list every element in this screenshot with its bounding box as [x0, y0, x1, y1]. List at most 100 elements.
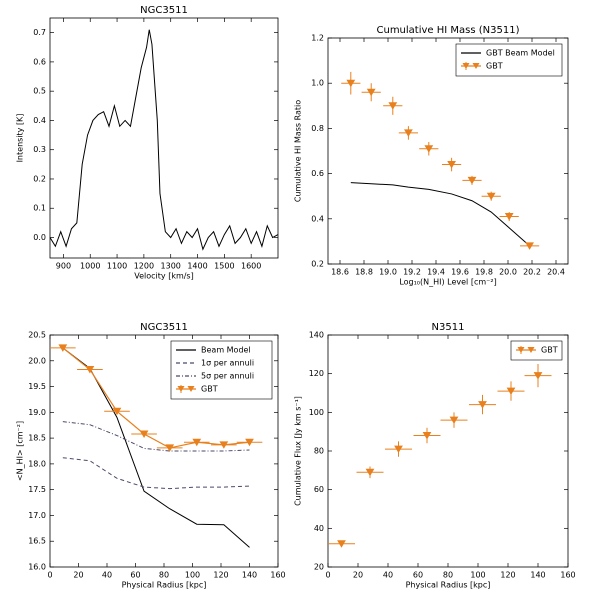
point	[525, 242, 534, 250]
y-tick-label: 40	[314, 524, 324, 533]
x-tick-label: 60	[413, 571, 423, 580]
legend-marker	[527, 347, 535, 353]
point	[504, 213, 514, 221]
x-tick-label: 160	[270, 571, 285, 580]
y-tick-label: 140	[309, 331, 324, 340]
chart-title: Cumulative HI Mass (N3511)	[377, 25, 520, 36]
x-tick-label: 1100	[107, 262, 127, 271]
series-line	[350, 182, 530, 247]
x-tick-label: 140	[530, 571, 545, 580]
x-axis-label: Log₁₀(N_HI) Level [cm⁻²]	[399, 278, 496, 287]
x-tick-label: 20	[73, 571, 83, 580]
point	[424, 145, 434, 153]
y-tick-label: 0.0	[33, 233, 46, 242]
x-tick-label: 19.0	[379, 268, 397, 277]
y-tick-label: 20.0	[28, 356, 46, 365]
chart-title: N3511	[432, 322, 465, 333]
x-tick-label: 40	[102, 571, 112, 580]
point	[112, 407, 122, 416]
point	[346, 79, 356, 88]
legend-label: 1σ per annuli	[201, 359, 254, 368]
series-line	[62, 421, 250, 452]
point	[245, 438, 254, 447]
point	[506, 387, 516, 396]
point	[365, 468, 375, 477]
x-tick-label: 19.2	[403, 268, 421, 277]
y-tick-label: 0.6	[33, 57, 46, 66]
x-axis-label: Velocity [km/s]	[134, 272, 193, 281]
point	[422, 432, 432, 440]
y-axis-label: <N_HI> [cm⁻²]	[16, 421, 25, 481]
point	[337, 540, 346, 548]
chart-title: NGC3511	[140, 5, 188, 16]
x-tick-label: 80	[159, 571, 169, 580]
y-tick-label: 18.5	[28, 434, 46, 443]
x-tick-label: 40	[383, 571, 393, 580]
legend-marker	[472, 63, 480, 69]
point	[533, 372, 543, 380]
y-tick-label: 1.0	[311, 79, 324, 88]
y-tick-label: 17.5	[28, 485, 46, 494]
y-tick-label: 18.0	[28, 459, 46, 468]
legend-label: 5σ per annuli	[201, 372, 254, 381]
plot-frame	[49, 17, 279, 259]
x-tick-label: 0	[47, 571, 52, 580]
chart-title: NGC3511	[140, 322, 188, 333]
y-tick-label: 19.5	[28, 382, 46, 391]
legend-marker	[177, 386, 185, 392]
y-tick-label: 16.5	[28, 537, 46, 546]
x-axis-label: Physical Radius [kpc]	[122, 581, 207, 590]
point	[486, 192, 496, 201]
x-tick-label: 20.0	[499, 268, 517, 277]
legend-label: Beam Model	[201, 346, 251, 355]
series-line	[62, 457, 250, 490]
y-axis-label: Intensity [K]	[16, 114, 25, 163]
point	[58, 344, 68, 352]
y-tick-label: 17.0	[28, 511, 46, 520]
y-tick-label: 1.2	[311, 34, 324, 43]
x-tick-label: 20.4	[547, 268, 565, 277]
legend-box	[455, 43, 563, 77]
y-tick-label: 0.2	[311, 260, 324, 269]
legend-marker	[517, 347, 525, 353]
x-tick-label: 0	[325, 571, 330, 580]
y-tick-label: 0.7	[33, 28, 46, 37]
y-tick-label: 20.5	[28, 331, 46, 340]
plot-frame	[327, 334, 569, 568]
x-tick-label: 1300	[161, 262, 181, 271]
y-tick-label: 0.5	[33, 87, 46, 96]
x-tick-label: 60	[130, 571, 140, 580]
legend-marker	[187, 386, 195, 392]
point	[404, 129, 413, 137]
y-tick-label: 0.3	[33, 145, 46, 154]
x-tick-label: 20.2	[523, 268, 541, 277]
x-tick-label: 80	[443, 571, 453, 580]
x-tick-label: 120	[213, 571, 228, 580]
point	[85, 366, 95, 374]
series-line	[49, 29, 279, 251]
x-tick-label: 1600	[241, 262, 261, 271]
y-tick-label: 0.4	[33, 116, 46, 125]
y-tick-label: 100	[309, 408, 324, 417]
point	[478, 401, 487, 409]
x-tick-label: 160	[560, 571, 575, 580]
x-tick-label: 19.6	[451, 268, 469, 277]
y-tick-label: 16.0	[28, 563, 46, 572]
y-tick-label: 0.2	[33, 174, 46, 183]
legend-marker	[462, 63, 470, 69]
point	[388, 102, 398, 110]
y-tick-label: 120	[309, 369, 324, 378]
x-tick-label: 120	[500, 571, 515, 580]
x-axis-label: Physical Radius [kpc]	[406, 581, 491, 590]
y-tick-label: 20	[314, 563, 324, 572]
point	[449, 416, 459, 425]
x-tick-label: 19.8	[475, 268, 493, 277]
y-tick-label: 0.6	[311, 169, 324, 178]
x-tick-label: 1500	[214, 262, 234, 271]
point	[219, 441, 229, 449]
point	[366, 88, 376, 97]
y-axis-label: Cumulative Flux [Jy km s⁻¹]	[294, 396, 303, 506]
x-tick-label: 900	[56, 262, 71, 271]
y-tick-label: 60	[314, 485, 324, 494]
